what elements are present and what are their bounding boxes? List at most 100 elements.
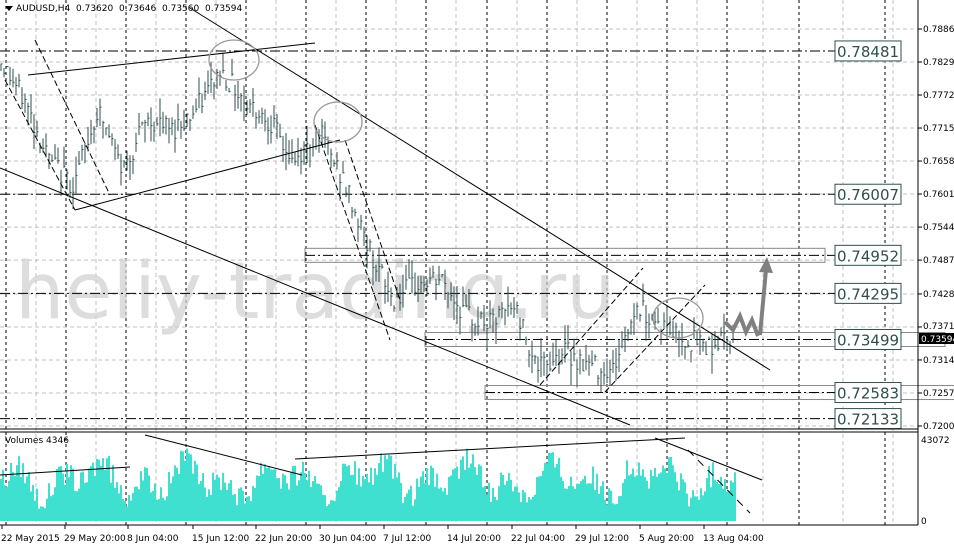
volume-bar (702, 495, 704, 521)
volume-bar (494, 496, 496, 521)
volume-bar (356, 484, 358, 521)
volume-bar (380, 453, 382, 521)
volume-bar (34, 500, 36, 521)
volume-bar (248, 496, 250, 521)
volume-bar (188, 453, 190, 521)
volume-bar (264, 464, 266, 521)
volume-bar (652, 475, 654, 521)
volume-bar (18, 456, 20, 521)
volume-bar (570, 476, 572, 521)
volume-bar (376, 474, 378, 521)
level-label-box (834, 328, 902, 350)
time-axis[interactable]: 22 May 2015 29 May 20:00 8 Jun 04:00 15 Jun… (1, 525, 764, 544)
volume-bar (602, 481, 604, 521)
volume-bar (632, 468, 634, 521)
time-tick-label: 15 Jun 12:00 (192, 534, 249, 544)
volume-bar (260, 462, 262, 521)
volume-bar (126, 506, 128, 521)
volume-bar (140, 471, 142, 521)
volume-bar (496, 500, 498, 521)
circle-markers (208, 39, 704, 339)
volume-bar (302, 461, 304, 521)
volume-bar (606, 504, 608, 521)
volume-bar (490, 501, 492, 521)
volume-bar (390, 455, 392, 521)
volume-bar (108, 455, 110, 521)
volume-bar (344, 463, 346, 521)
volume-bar (246, 496, 248, 521)
volume-bar (548, 452, 550, 521)
volume-bar (352, 474, 354, 521)
volume-bar (288, 489, 290, 521)
volume-bar (480, 465, 482, 521)
volume-bar (46, 498, 48, 521)
volume-bar (672, 465, 674, 521)
volume-bar (572, 486, 574, 521)
high-value: 0.73646 (119, 4, 156, 14)
trend-line (34, 39, 111, 196)
volume-bar (0, 478, 2, 521)
volume-bar (132, 492, 134, 521)
volume-bar (398, 472, 400, 521)
volume-bar (372, 484, 374, 521)
volume-bar (366, 473, 368, 521)
volume-bar (192, 473, 194, 521)
volume-bar (224, 482, 226, 521)
volume-bar (328, 504, 330, 521)
volume-bar (172, 476, 174, 521)
time-tick-label: 22 Jun 20:00 (255, 534, 312, 544)
volume-bar (518, 492, 520, 521)
volume-bar (194, 460, 196, 521)
volume-bar (204, 487, 206, 521)
volume-bar (406, 493, 408, 521)
volume-bar (180, 450, 182, 521)
level-label-box (834, 244, 902, 266)
volume-bar (452, 469, 454, 521)
volume-bar (256, 475, 258, 521)
volume-bar (332, 500, 334, 521)
volume-bar (412, 505, 414, 521)
volume-bar (78, 488, 80, 521)
volume-bar (336, 490, 338, 521)
volume-bar (88, 468, 90, 521)
volume-bar (472, 454, 474, 521)
volume-bar (322, 494, 324, 521)
volume-bar (2, 469, 4, 521)
volume-bar (104, 469, 106, 521)
volume-bar (676, 481, 678, 521)
volume-bar (20, 477, 22, 521)
volume-bar (724, 479, 726, 521)
volume-bar (668, 457, 670, 521)
volume-bar (432, 468, 434, 521)
volume-bar (610, 490, 612, 521)
volume-bar (174, 465, 176, 521)
volume-bar (678, 490, 680, 521)
volume-bar (708, 466, 710, 521)
volume-bar (392, 478, 394, 521)
volume-bar (670, 456, 672, 521)
volume-bar (142, 480, 144, 521)
volume-bar (186, 448, 188, 521)
volume-bar (658, 473, 660, 521)
volume-bar (420, 476, 422, 521)
volume-bar (146, 467, 148, 521)
volume-bar (514, 486, 516, 521)
volume-bar (340, 480, 342, 521)
volume-bar (158, 498, 160, 521)
time-tick-label: 14 Jul 20:00 (447, 534, 501, 544)
volume-max: 43072 (921, 436, 950, 446)
volume-bar (102, 458, 104, 521)
volume-bar (92, 462, 94, 521)
volume-bar (258, 476, 260, 521)
current-price-label: 0.73594 (921, 335, 954, 345)
volume-bar (476, 474, 478, 521)
volume-bar (696, 496, 698, 521)
volume-bar (510, 479, 512, 521)
volume-bar (360, 486, 362, 521)
volume-bar (584, 475, 586, 521)
volume-bar (16, 465, 18, 521)
volume-bar (470, 463, 472, 521)
volume-bar (52, 494, 54, 521)
